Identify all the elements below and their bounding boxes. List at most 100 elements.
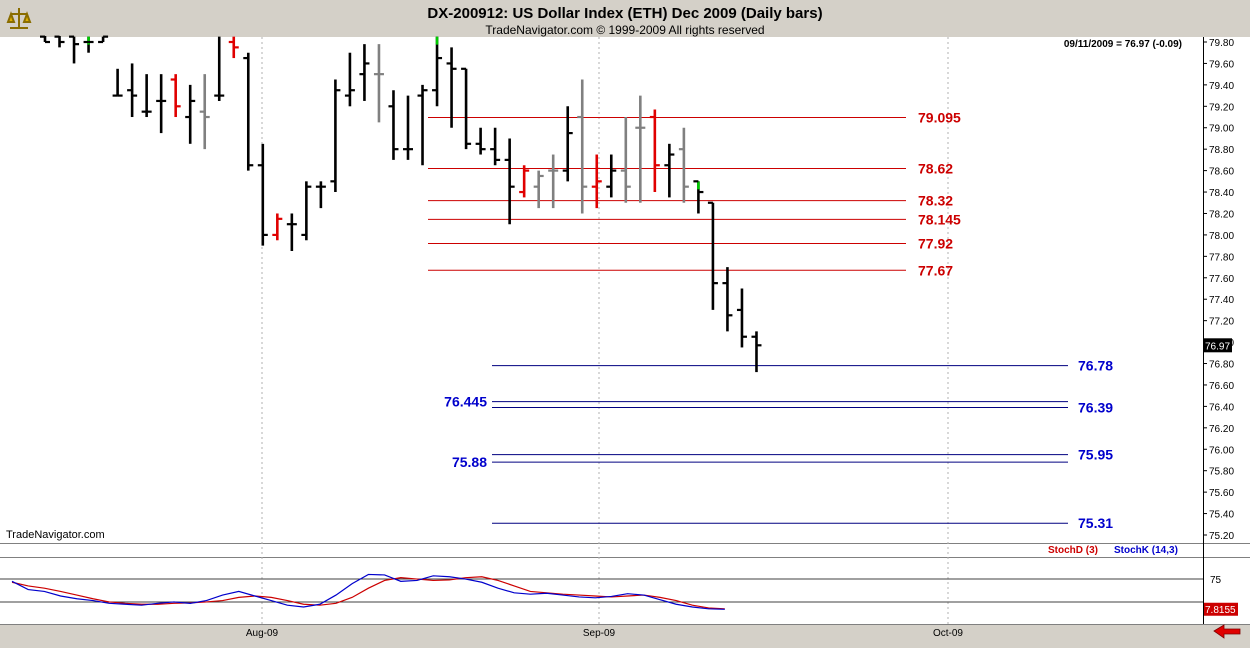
- price-tick-label: 78.40: [1209, 188, 1234, 199]
- last-price-box: [1204, 338, 1232, 353]
- ohlc-bar: [504, 138, 515, 225]
- ohlc-bar: [330, 79, 341, 193]
- price-tick-label: 77.80: [1209, 252, 1234, 263]
- ohlc-bar: [548, 154, 559, 209]
- ohlc-bar: [562, 106, 573, 182]
- ohlc-bar: [417, 84, 428, 166]
- price-tick-label: 79.00: [1209, 124, 1234, 135]
- ohlc-bar: [693, 180, 704, 214]
- ohlc-bar: [475, 127, 486, 155]
- resistance-label: 77.92: [918, 235, 953, 251]
- ohlc-bar: [141, 74, 152, 118]
- price-tick-label: 75.60: [1209, 488, 1234, 499]
- stochastic-lines: 75 7.8155: [0, 573, 1238, 616]
- price-levels: 79.095 78.62 78.32 78.145 77.92 77.67 76.78 76.…: [428, 110, 1113, 531]
- price-tick-label: 76.40: [1209, 402, 1234, 413]
- ohlc-bar: [577, 79, 588, 214]
- ohlc-bar: [736, 288, 747, 348]
- ohlc-bar: [199, 74, 210, 150]
- ohlc-bar: [649, 109, 660, 193]
- quote-readout: 09/11/2009 = 76.97 (-0.09): [1064, 39, 1182, 50]
- price-tick-label: 78.80: [1209, 145, 1234, 156]
- indicator-legend-strip: [0, 543, 1250, 557]
- support-label: 76.39: [1078, 399, 1113, 415]
- ohlc-bar: [301, 181, 312, 241]
- price-axis-ticks: 79.80 79.60 79.40 79.20 79.00 78.80 78.60 78.40…: [1203, 38, 1234, 542]
- ohlc-bar: [243, 52, 254, 171]
- scroll-left-arrow-icon[interactable]: [1213, 624, 1241, 639]
- ohlc-bar: [635, 95, 646, 203]
- chart-title: DX-200912: US Dollar Index (ETH) Dec 200…: [427, 5, 822, 22]
- time-axis-label: Sep-09: [583, 628, 616, 639]
- stochastic-tick-label: 75: [1210, 575, 1222, 586]
- ohlc-bar: [606, 154, 617, 198]
- price-tick-label: 77.60: [1209, 274, 1234, 285]
- price-tick-label: 79.40: [1209, 81, 1234, 92]
- ohlc-bar: [373, 44, 384, 123]
- ohlc-bars: [40, 35, 762, 373]
- ohlc-bar: [156, 74, 167, 134]
- price-tick-label: 75.80: [1209, 467, 1234, 478]
- ohlc-bar: [388, 90, 399, 160]
- ohlc-bar: [664, 143, 675, 198]
- ohlc-bar: [257, 143, 268, 246]
- price-tick-label: 78.20: [1209, 209, 1234, 220]
- ohlc-bar: [98, 35, 109, 44]
- price-tick-label: 76.00: [1209, 445, 1234, 456]
- ohlc-bar: [490, 127, 501, 166]
- stochastic-series-line: [11, 573, 725, 610]
- time-axis-label: Aug-09: [246, 628, 279, 639]
- ohlc-bar: [461, 67, 472, 150]
- stochastic-panel[interactable]: [0, 557, 1203, 624]
- resistance-label: 78.62: [918, 160, 953, 176]
- ohlc-bar: [185, 84, 196, 144]
- support-label: 75.31: [1078, 515, 1113, 531]
- ohlc-bar: [315, 181, 326, 209]
- price-tick-label: 79.80: [1209, 38, 1234, 49]
- ohlc-bar: [214, 36, 225, 101]
- ohlc-bar: [40, 35, 50, 44]
- ohlc-bar: [533, 170, 544, 209]
- ohlc-bar: [519, 165, 530, 198]
- trading-scale-icon: [6, 6, 32, 32]
- ohlc-bar: [722, 267, 733, 332]
- resistance-label: 78.145: [918, 211, 961, 227]
- resistance-label: 79.095: [918, 110, 961, 126]
- price-tick-label: 75.40: [1209, 510, 1234, 521]
- stochastic-last-value-label: 7.8155: [1205, 605, 1236, 616]
- last-price-label: 76.97: [1205, 341, 1230, 352]
- time-axis-label: Oct-09: [933, 628, 963, 639]
- price-tick-label: 77.20: [1209, 317, 1234, 328]
- ohlc-bar: [591, 154, 602, 209]
- ohlc-bar: [446, 47, 457, 128]
- price-tick-label: 76.60: [1209, 381, 1234, 392]
- time-axis-labels: Aug-09 Sep-09 Oct-09: [246, 628, 964, 639]
- copyright-text: TradeNavigator.com © 1999-2009 All right…: [485, 23, 764, 37]
- stochastic-legend-entry: StochD (3): [1048, 545, 1098, 556]
- price-tick-label: 76.20: [1209, 424, 1234, 435]
- ohlc-bar: [707, 201, 718, 310]
- price-panel[interactable]: [0, 37, 1203, 543]
- price-tick-label: 78.60: [1209, 167, 1234, 178]
- ohlc-bar: [170, 74, 181, 118]
- resistance-label: 77.67: [918, 262, 953, 278]
- watermark-text: TradeNavigator.com: [6, 529, 105, 541]
- ohlc-bar: [272, 213, 283, 241]
- ohlc-bar: [228, 36, 239, 59]
- ohlc-bar: [432, 36, 443, 107]
- ohlc-bar: [403, 95, 413, 160]
- support-label: 75.95: [1078, 447, 1113, 463]
- ohlc-bar: [127, 63, 138, 118]
- ohlc-bar: [112, 68, 123, 97]
- stochastic-legend-entry: StochK (14,3): [1114, 545, 1178, 556]
- ohlc-bar: [359, 44, 370, 101]
- ohlc-bar: [344, 52, 355, 107]
- ohlc-bar: [83, 36, 94, 53]
- price-tick-label: 75.20: [1209, 531, 1234, 542]
- ohlc-bar: [54, 35, 65, 48]
- price-tick-label: 76.80: [1209, 360, 1234, 371]
- ohlc-bar: [620, 117, 631, 203]
- stochastic-legend: StochD (3) StochK (14,3): [1048, 545, 1178, 556]
- ohlc-bar: [751, 331, 762, 373]
